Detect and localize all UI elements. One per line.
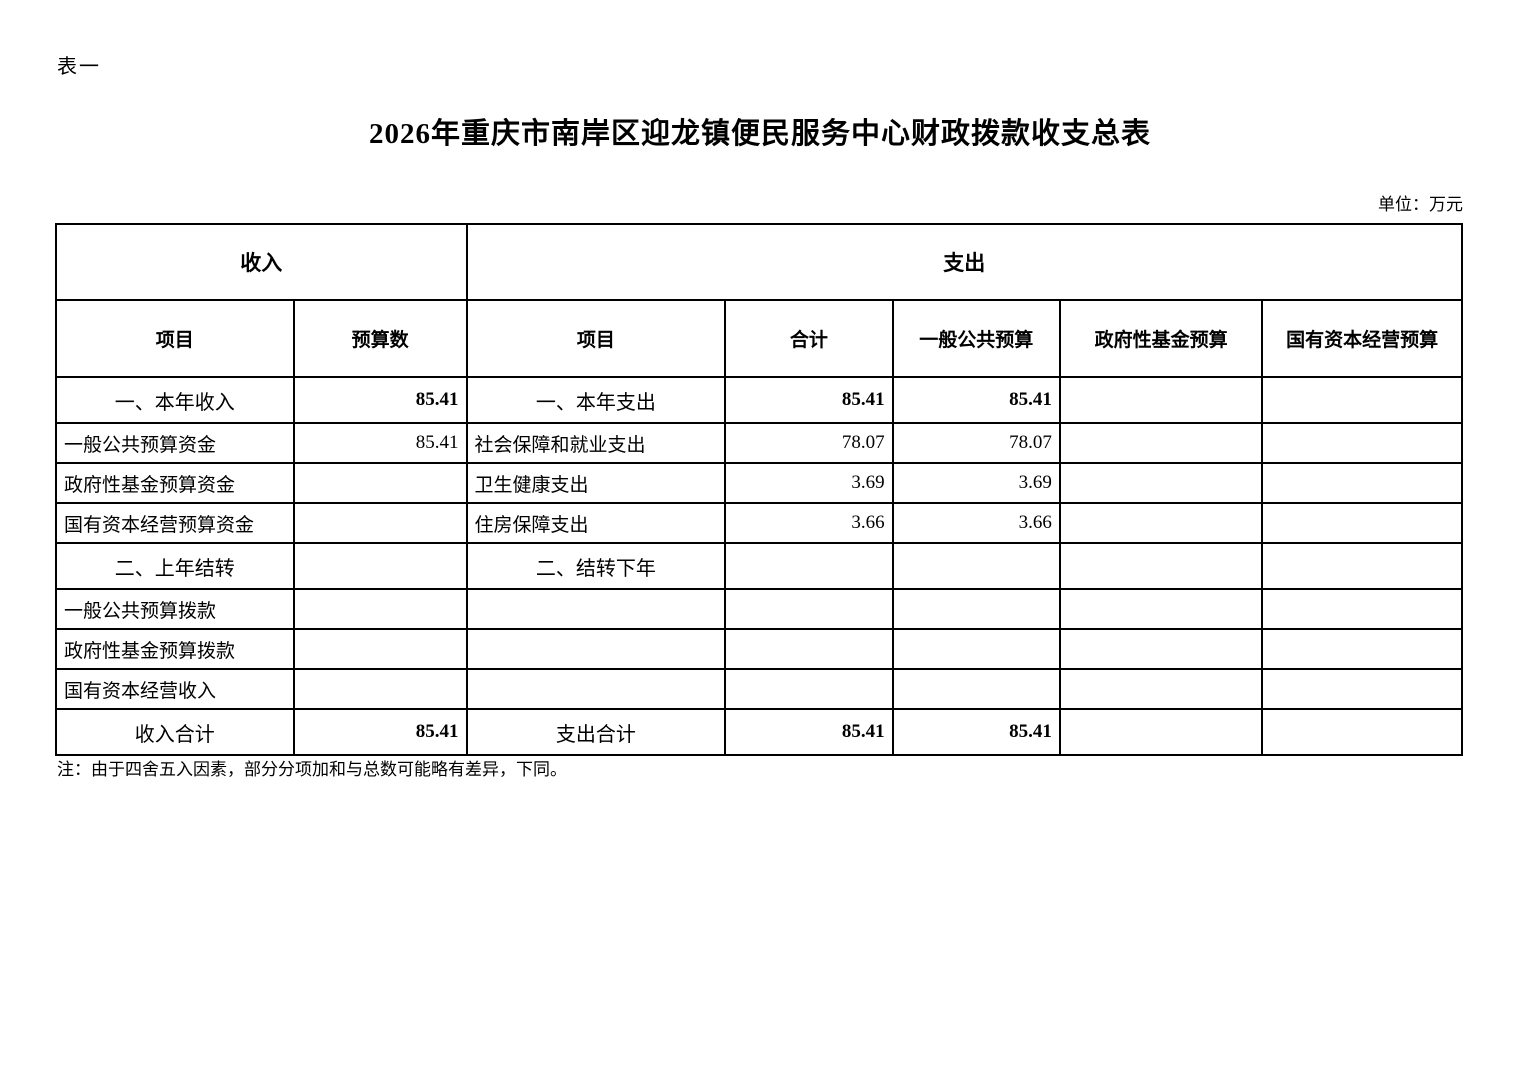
amount-cell: 85.41 (292, 422, 468, 464)
amount-cell (292, 668, 468, 710)
item-cell: 一般公共预算拨款 (55, 588, 295, 630)
item-cell: 卫生健康支出 (465, 462, 727, 504)
item-cell (465, 588, 727, 630)
item-cell: 政府性基金预算拨款 (55, 628, 295, 670)
group-header-row: 收入 支出 (55, 223, 1464, 301)
group-header-income: 收入 (55, 223, 468, 301)
group-header-expenditure: 支出 (465, 223, 1464, 301)
amount-cell (1058, 462, 1264, 504)
amount-cell (1058, 422, 1264, 464)
column-header-expenditure-item: 项目 (465, 299, 727, 378)
table-header: 收入 支出 项目 预算数 项目 合计 一般公共预算 政府性基金预算 国有资本经营… (55, 223, 1464, 378)
amount-cell (1261, 628, 1463, 670)
item-cell: 一般公共预算资金 (55, 422, 295, 464)
amount-cell (1261, 542, 1463, 590)
amount-cell: 3.66 (724, 502, 894, 544)
column-header-general-public: 一般公共预算 (891, 299, 1061, 378)
item-cell: 国有资本经营收入 (55, 668, 295, 710)
amount-cell (1058, 668, 1264, 710)
amount-cell (1261, 462, 1463, 504)
amount-cell (292, 502, 468, 544)
item-cell: 一、本年收入 (55, 376, 295, 424)
item-cell: 支出合计 (465, 708, 727, 756)
item-cell: 一、本年支出 (465, 376, 727, 424)
amount-cell (891, 628, 1061, 670)
amount-cell (1058, 376, 1264, 424)
amount-cell (1261, 588, 1463, 630)
table-row: 收入合计 85.41 支出合计 85.41 85.41 (55, 708, 1463, 756)
table-body: 一、本年收入 85.41 一、本年支出 85.41 85.41 一般公共预算资金 85.41… (55, 376, 1463, 756)
table-row: 政府性基金预算拨款 (55, 628, 1463, 670)
amount-cell (1058, 628, 1264, 670)
amount-cell (891, 588, 1061, 630)
amount-cell: 85.41 (891, 376, 1061, 424)
amount-cell (1261, 422, 1463, 464)
amount-cell (891, 542, 1061, 590)
amount-cell (292, 542, 468, 590)
item-cell: 收入合计 (55, 708, 295, 756)
table-row: 一般公共预算资金 85.41 社会保障和就业支出 78.07 78.07 (55, 422, 1463, 464)
amount-cell (1058, 708, 1264, 756)
amount-cell: 3.69 (891, 462, 1061, 504)
item-cell: 二、结转下年 (465, 542, 727, 590)
amount-cell: 85.41 (891, 708, 1061, 756)
table-row: 一、本年收入 85.41 一、本年支出 85.41 85.41 (55, 376, 1463, 424)
amount-cell: 3.66 (891, 502, 1061, 544)
unit-label: 单位：万元 (1378, 195, 1463, 214)
amount-cell (1058, 502, 1264, 544)
table-row: 国有资本经营收入 (55, 668, 1463, 710)
amount-cell (1261, 502, 1463, 544)
rounding-footnote: 注：由于四舍五入因素，部分分项加和与总数可能略有差异，下同。 (57, 760, 567, 779)
amount-cell (1261, 668, 1463, 710)
amount-cell: 3.69 (724, 462, 894, 504)
amount-cell (1261, 376, 1463, 424)
item-cell: 住房保障支出 (465, 502, 727, 544)
amount-cell: 85.41 (724, 708, 894, 756)
amount-cell (292, 628, 468, 670)
table-row: 一般公共预算拨款 (55, 588, 1463, 630)
column-header-state-capital: 国有资本经营预算 (1261, 299, 1463, 378)
column-header-total: 合计 (724, 299, 894, 378)
amount-cell: 85.41 (292, 708, 468, 756)
table-number-label: 表一 (57, 56, 101, 78)
page-title: 2026年重庆市南岸区迎龙镇便民服务中心财政拨款收支总表 (368, 118, 1151, 150)
amount-cell (1261, 708, 1463, 756)
amount-cell: 78.07 (724, 422, 894, 464)
amount-cell: 85.41 (724, 376, 894, 424)
amount-cell (292, 462, 468, 504)
amount-cell (724, 628, 894, 670)
column-header-income-item: 项目 (55, 299, 295, 378)
amount-cell (1058, 588, 1264, 630)
table-row: 政府性基金预算资金 卫生健康支出 3.69 3.69 (55, 462, 1463, 504)
item-cell: 二、上年结转 (55, 542, 295, 590)
budget-table: 收入 支出 项目 预算数 项目 合计 一般公共预算 政府性基金预算 国有资本经营… (55, 223, 1464, 756)
amount-cell (1058, 542, 1264, 590)
amount-cell (292, 588, 468, 630)
item-cell: 社会保障和就业支出 (465, 422, 727, 464)
item-cell: 国有资本经营预算资金 (55, 502, 295, 544)
amount-cell (724, 668, 894, 710)
amount-cell: 85.41 (292, 376, 468, 424)
table-row: 国有资本经营预算资金 住房保障支出 3.66 3.66 (55, 502, 1463, 544)
table-row: 二、上年结转 二、结转下年 (55, 542, 1463, 590)
column-header-government-fund: 政府性基金预算 (1058, 299, 1264, 378)
amount-cell (724, 588, 894, 630)
column-header-budget-amount: 预算数 (292, 299, 468, 378)
item-cell (465, 628, 727, 670)
amount-cell (891, 668, 1061, 710)
column-header-row: 项目 预算数 项目 合计 一般公共预算 政府性基金预算 国有资本经营预算 (55, 299, 1463, 378)
amount-cell (724, 542, 894, 590)
item-cell (465, 668, 727, 710)
item-cell: 政府性基金预算资金 (55, 462, 295, 504)
amount-cell: 78.07 (891, 422, 1061, 464)
